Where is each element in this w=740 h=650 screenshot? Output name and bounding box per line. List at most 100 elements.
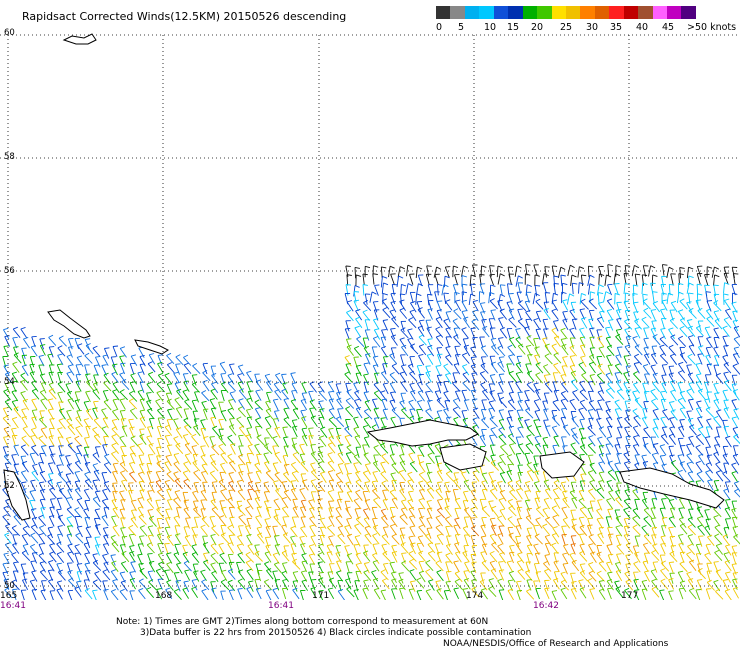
- wind-barb-feather: [625, 292, 631, 295]
- wind-barb: [507, 410, 513, 422]
- wind-barb-feather: [328, 427, 334, 430]
- wind-barb-feather: [92, 479, 98, 482]
- wind-barb-feather: [173, 436, 179, 439]
- wind-barb: [228, 535, 234, 546]
- wind-barb-feather: [644, 570, 650, 573]
- wind-barb: [596, 545, 601, 557]
- wind-barb: [676, 292, 680, 304]
- wind-barb: [317, 482, 326, 493]
- wind-barb: [229, 392, 236, 403]
- wind-barb: [30, 534, 39, 544]
- wind-barb-feather: [400, 327, 406, 331]
- wind-barb-feather: [491, 541, 497, 545]
- wind-barb-feather: [508, 370, 514, 374]
- wind-barb: [661, 498, 666, 510]
- wind-barb: [543, 366, 551, 376]
- wind-barb-feather: [147, 509, 153, 511]
- wind-barb-feather: [137, 553, 143, 556]
- wind-barb: [589, 348, 595, 359]
- wind-barb-feather: [427, 507, 433, 510]
- wind-barb-feather: [291, 389, 297, 392]
- wind-barb-feather: [563, 543, 569, 547]
- wind-barb-feather: [705, 436, 711, 439]
- wind-barb-feather: [308, 427, 314, 429]
- wind-barb-feather: [535, 372, 541, 376]
- wind-barb: [489, 274, 494, 286]
- wind-barb-feather: [229, 424, 235, 428]
- wind-barb: [328, 391, 334, 403]
- wind-barb-feather: [632, 408, 638, 412]
- wind-barb: [489, 535, 497, 545]
- wind-barb: [705, 426, 711, 438]
- wind-barb-feather: [617, 426, 623, 428]
- wind-barb-feather: [680, 352, 686, 355]
- wind-barb: [659, 554, 664, 566]
- wind-barb-feather: [75, 425, 81, 429]
- wind-barb: [427, 309, 433, 320]
- wind-barb: [157, 527, 162, 539]
- wind-barb-feather: [184, 569, 190, 572]
- wind-barb-feather: [650, 507, 656, 509]
- wind-barb-feather: [650, 309, 657, 311]
- wind-barb: [410, 302, 417, 313]
- wind-barb: [526, 553, 531, 565]
- wind-barb: [470, 554, 475, 566]
- wind-barb-feather: [157, 407, 163, 411]
- wind-barb: [255, 381, 264, 391]
- wind-barb: [552, 489, 560, 500]
- wind-barb: [651, 400, 659, 410]
- wind-barb: [491, 346, 499, 356]
- wind-barb-feather: [722, 453, 728, 456]
- wind-barb-feather: [400, 266, 405, 270]
- wind-barb-feather: [437, 551, 443, 554]
- wind-barb: [704, 510, 710, 521]
- wind-barb-feather: [67, 364, 74, 367]
- wind-barb-feather: [39, 481, 45, 484]
- wind-barb-feather: [588, 543, 594, 546]
- wind-barb-feather: [57, 381, 63, 385]
- wind-barb-feather: [599, 310, 605, 313]
- wind-barb-feather: [544, 353, 550, 357]
- wind-barb-feather: [652, 380, 658, 384]
- wind-barb: [263, 445, 273, 455]
- wind-barb: [273, 411, 280, 422]
- wind-barb-feather: [687, 319, 693, 321]
- wind-barb: [148, 562, 156, 573]
- wind-barb-feather: [677, 469, 683, 473]
- wind-barb-feather: [119, 389, 125, 393]
- wind-barb-feather: [473, 407, 479, 411]
- wind-barb: [210, 390, 218, 400]
- wind-barb: [409, 311, 417, 321]
- wind-barb: [373, 373, 379, 384]
- wind-barb: [571, 526, 580, 536]
- wind-barb-feather: [182, 551, 188, 555]
- wind-barb-feather: [696, 407, 702, 410]
- wind-barb-feather: [580, 336, 586, 339]
- wind-barb-feather: [643, 337, 649, 340]
- wind-barb: [174, 544, 180, 556]
- wind-barb: [715, 472, 724, 482]
- wind-barb-feather: [129, 571, 135, 573]
- wind-barb: [516, 507, 522, 519]
- wind-barb-feather: [281, 524, 287, 527]
- wind-barb: [85, 345, 94, 355]
- wind-barb-feather: [668, 516, 674, 519]
- wind-barb: [346, 346, 354, 356]
- wind-barb: [228, 507, 234, 519]
- wind-barb: [336, 392, 342, 403]
- wind-barb-feather: [491, 344, 497, 348]
- wind-barb-feather: [39, 525, 45, 529]
- wind-barb-feather: [12, 416, 18, 420]
- wind-barb-feather: [336, 480, 342, 484]
- wind-barb: [677, 338, 687, 347]
- wind-barb-feather: [561, 390, 566, 394]
- wind-barb: [94, 537, 100, 548]
- wind-barb-feather: [687, 471, 693, 474]
- wind-barb-feather: [552, 265, 558, 267]
- wind-barb: [155, 570, 163, 580]
- wind-barb-feather: [67, 488, 73, 491]
- wind-barb-feather: [551, 308, 557, 312]
- wind-barb-feather: [137, 443, 143, 446]
- wind-barb: [219, 472, 224, 484]
- wind-barb-feather: [236, 416, 242, 420]
